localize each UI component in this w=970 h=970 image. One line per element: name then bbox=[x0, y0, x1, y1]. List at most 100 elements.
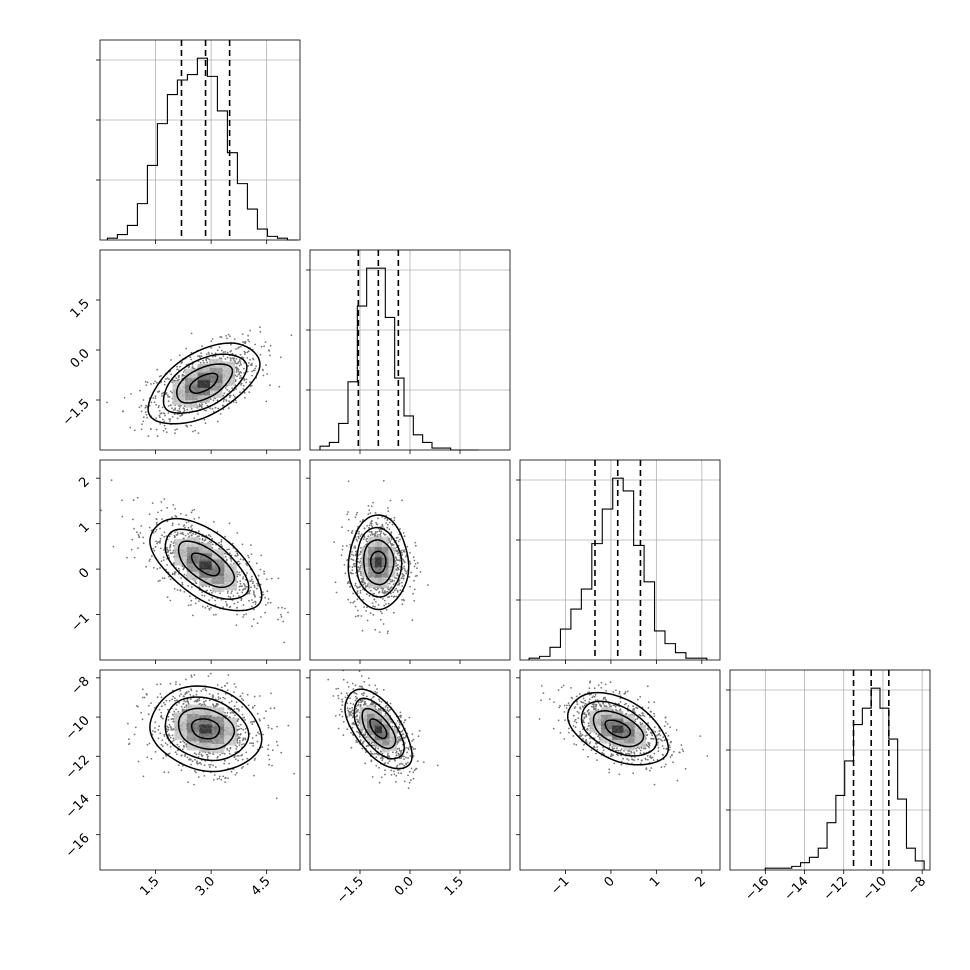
sample-point bbox=[166, 520, 169, 523]
sample-point bbox=[229, 394, 232, 397]
sample-point bbox=[198, 530, 200, 533]
sample-point bbox=[227, 777, 230, 780]
sample-point bbox=[187, 690, 190, 693]
sample-point bbox=[237, 733, 240, 736]
sample-point bbox=[277, 577, 280, 580]
panel-frame bbox=[99, 459, 301, 661]
sample-point bbox=[160, 743, 163, 746]
sample-point bbox=[163, 771, 166, 774]
sample-point bbox=[354, 516, 357, 519]
sample-point bbox=[238, 585, 241, 588]
sample-point bbox=[384, 769, 386, 772]
sample-point bbox=[222, 394, 225, 397]
sample-point bbox=[244, 719, 246, 721]
sample-point bbox=[346, 582, 349, 585]
sample-point bbox=[397, 584, 399, 586]
sample-point bbox=[209, 535, 212, 538]
sample-point bbox=[408, 781, 411, 784]
sample-point bbox=[164, 427, 167, 430]
sample-point bbox=[168, 734, 171, 737]
sample-point bbox=[335, 688, 338, 690]
sample-point bbox=[207, 755, 209, 758]
sample-point bbox=[332, 695, 335, 697]
sample-point bbox=[222, 404, 225, 407]
sample-point bbox=[193, 518, 196, 520]
sample-point bbox=[253, 774, 255, 777]
sample-point bbox=[198, 535, 201, 537]
sample-point bbox=[145, 692, 148, 695]
sample-point bbox=[182, 568, 185, 571]
sample-point bbox=[379, 750, 382, 753]
sample-point bbox=[172, 549, 175, 552]
contour-3-0-2 bbox=[164, 696, 250, 762]
sample-point bbox=[397, 591, 399, 593]
sample-point bbox=[190, 674, 193, 677]
sample-point bbox=[190, 534, 193, 537]
sample-point bbox=[224, 555, 227, 558]
sample-point bbox=[247, 364, 250, 367]
sample-point bbox=[226, 747, 229, 750]
sample-point bbox=[209, 589, 212, 592]
sample-point bbox=[199, 361, 202, 364]
sample-point bbox=[340, 708, 342, 711]
sample-point bbox=[591, 705, 593, 708]
sample-point bbox=[436, 764, 439, 767]
sample-point bbox=[232, 394, 235, 397]
sample-point bbox=[267, 748, 269, 751]
sample-point bbox=[234, 554, 237, 557]
contour-3-0-0 bbox=[190, 718, 221, 740]
sample-point bbox=[163, 420, 166, 423]
sample-point bbox=[201, 539, 204, 541]
sample-point bbox=[183, 591, 186, 593]
sample-point bbox=[241, 697, 243, 700]
sample-point bbox=[244, 342, 247, 345]
sample-point bbox=[172, 544, 175, 547]
sample-point bbox=[388, 582, 391, 585]
sample-point bbox=[141, 718, 144, 721]
sample-point bbox=[193, 700, 196, 703]
sample-point bbox=[359, 564, 362, 567]
sample-point bbox=[163, 498, 166, 500]
sample-point bbox=[149, 558, 151, 561]
sample-point bbox=[354, 582, 357, 585]
sample-point bbox=[342, 734, 345, 737]
sample-point bbox=[189, 693, 192, 696]
sample-point bbox=[187, 366, 190, 369]
sample-point bbox=[138, 406, 141, 409]
sample-point bbox=[187, 781, 190, 784]
sample-point bbox=[238, 359, 241, 361]
sample-point bbox=[167, 726, 170, 729]
sample-point bbox=[350, 714, 353, 717]
density-cell bbox=[375, 577, 382, 588]
sample-point bbox=[150, 702, 152, 704]
contour-2-0-2 bbox=[164, 528, 250, 600]
sample-point bbox=[224, 777, 227, 780]
sample-point bbox=[225, 559, 228, 562]
sample-point bbox=[237, 601, 239, 604]
sample-point bbox=[140, 525, 143, 527]
sample-point bbox=[359, 520, 362, 523]
sample-point bbox=[261, 591, 264, 593]
sample-point bbox=[255, 365, 257, 368]
sample-point bbox=[341, 698, 344, 701]
sample-point bbox=[223, 759, 226, 762]
sample-point bbox=[355, 585, 358, 588]
sample-point bbox=[178, 701, 181, 704]
sample-point bbox=[154, 721, 157, 723]
sample-point bbox=[216, 420, 219, 423]
sample-point bbox=[241, 333, 244, 335]
sample-point bbox=[358, 735, 361, 738]
sample-point bbox=[152, 566, 155, 569]
sample-point bbox=[170, 404, 172, 407]
sample-point bbox=[391, 580, 394, 583]
sample-point bbox=[235, 369, 238, 371]
density-cell bbox=[211, 549, 225, 560]
sample-point bbox=[203, 409, 206, 411]
sample-point bbox=[351, 712, 354, 715]
sample-point bbox=[411, 733, 414, 735]
sample-point bbox=[220, 540, 223, 543]
sample-point bbox=[395, 587, 397, 590]
density-cell bbox=[186, 722, 200, 733]
sample-point bbox=[393, 773, 396, 776]
sample-point bbox=[241, 692, 244, 695]
